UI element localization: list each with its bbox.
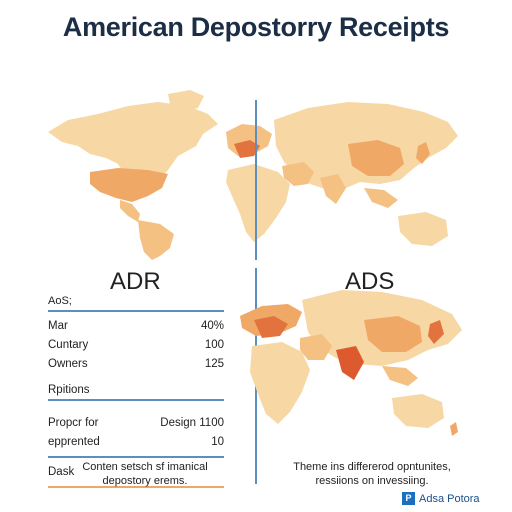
footer-label: Dask — [48, 466, 75, 478]
central-america-shape — [120, 200, 140, 222]
adr-caption-line1: Conten setsch sf imanical — [82, 461, 208, 473]
row-label: Propcr for — [48, 417, 99, 429]
row-value: 40% — [200, 320, 224, 332]
table-row: Propcr for Design 1100 — [48, 414, 224, 433]
brand-logo: P Adsa Potora — [402, 492, 480, 505]
blue-rule — [48, 399, 224, 401]
ads-middle-east-shape — [300, 334, 332, 360]
blue-rule — [48, 456, 224, 458]
table-row: epprented 10 — [48, 433, 224, 452]
page-title: American Depostorry Receipts — [62, 12, 450, 42]
ads-africa-shape — [250, 342, 310, 424]
ads-europe-highlight — [254, 316, 288, 338]
table-row: Cuntary 100 — [48, 336, 224, 355]
australia-shape — [398, 212, 448, 246]
middle-east-shape — [282, 162, 314, 186]
section-label: Rpitions — [48, 384, 90, 396]
ads-map — [240, 290, 462, 436]
adr-caption-line2: depostory erems. — [102, 475, 188, 487]
row-label: Mar — [48, 320, 68, 332]
blue-rule — [48, 310, 224, 312]
row-value: Design 1100 — [160, 417, 224, 429]
usa-shape — [90, 168, 168, 202]
ads-caption-line1: Theme ins differerod opntunites, — [293, 461, 451, 473]
ads-southeast-asia-shape — [382, 366, 418, 386]
ads-caption: Theme ins differerod opntunites, ressiio… — [282, 460, 462, 488]
divider-top — [255, 100, 257, 260]
southeast-asia-shape — [364, 188, 398, 208]
logo-text: Adsa Potora — [419, 492, 480, 505]
world-map — [48, 90, 458, 260]
row-value: 125 — [204, 358, 224, 370]
orange-rule — [48, 486, 224, 488]
row-label: Cuntary — [48, 339, 89, 351]
ads-nz-shape — [450, 422, 458, 436]
china-shape — [348, 140, 404, 176]
adr-panel: AoS; Mar 40% Cuntary 100 Owners 125 Rpit… — [48, 295, 224, 488]
row-label: epprented — [48, 436, 100, 448]
ads-caption-line2: ressiions on invessiing. — [315, 475, 429, 487]
ads-china-shape — [364, 316, 422, 352]
row-value: 100 — [204, 339, 224, 351]
ads-india-highlight — [336, 346, 364, 380]
table-row: Mar 40% — [48, 317, 224, 336]
ads-heading: ADS — [345, 268, 395, 295]
north-america-shape — [48, 102, 218, 188]
logo-icon: P — [402, 492, 415, 505]
footer-row: Dask — [48, 463, 224, 482]
ads-australia-shape — [392, 394, 444, 428]
india-shape — [320, 174, 346, 204]
adr-caption: Conten setsch sf imanical depostory erem… — [60, 460, 230, 488]
adr-small-label: AoS; — [48, 295, 72, 307]
row-label: Owners — [48, 358, 88, 370]
adr-heading: ADR — [110, 268, 161, 295]
row-value: 10 — [211, 436, 224, 448]
table-row: Owners 125 — [48, 355, 224, 374]
greenland-shape — [168, 90, 204, 112]
japan-shape — [416, 142, 430, 164]
africa-shape — [226, 164, 290, 242]
ads-japan-highlight — [428, 320, 444, 344]
south-america-shape — [138, 220, 174, 260]
europe-highlight — [234, 140, 260, 158]
